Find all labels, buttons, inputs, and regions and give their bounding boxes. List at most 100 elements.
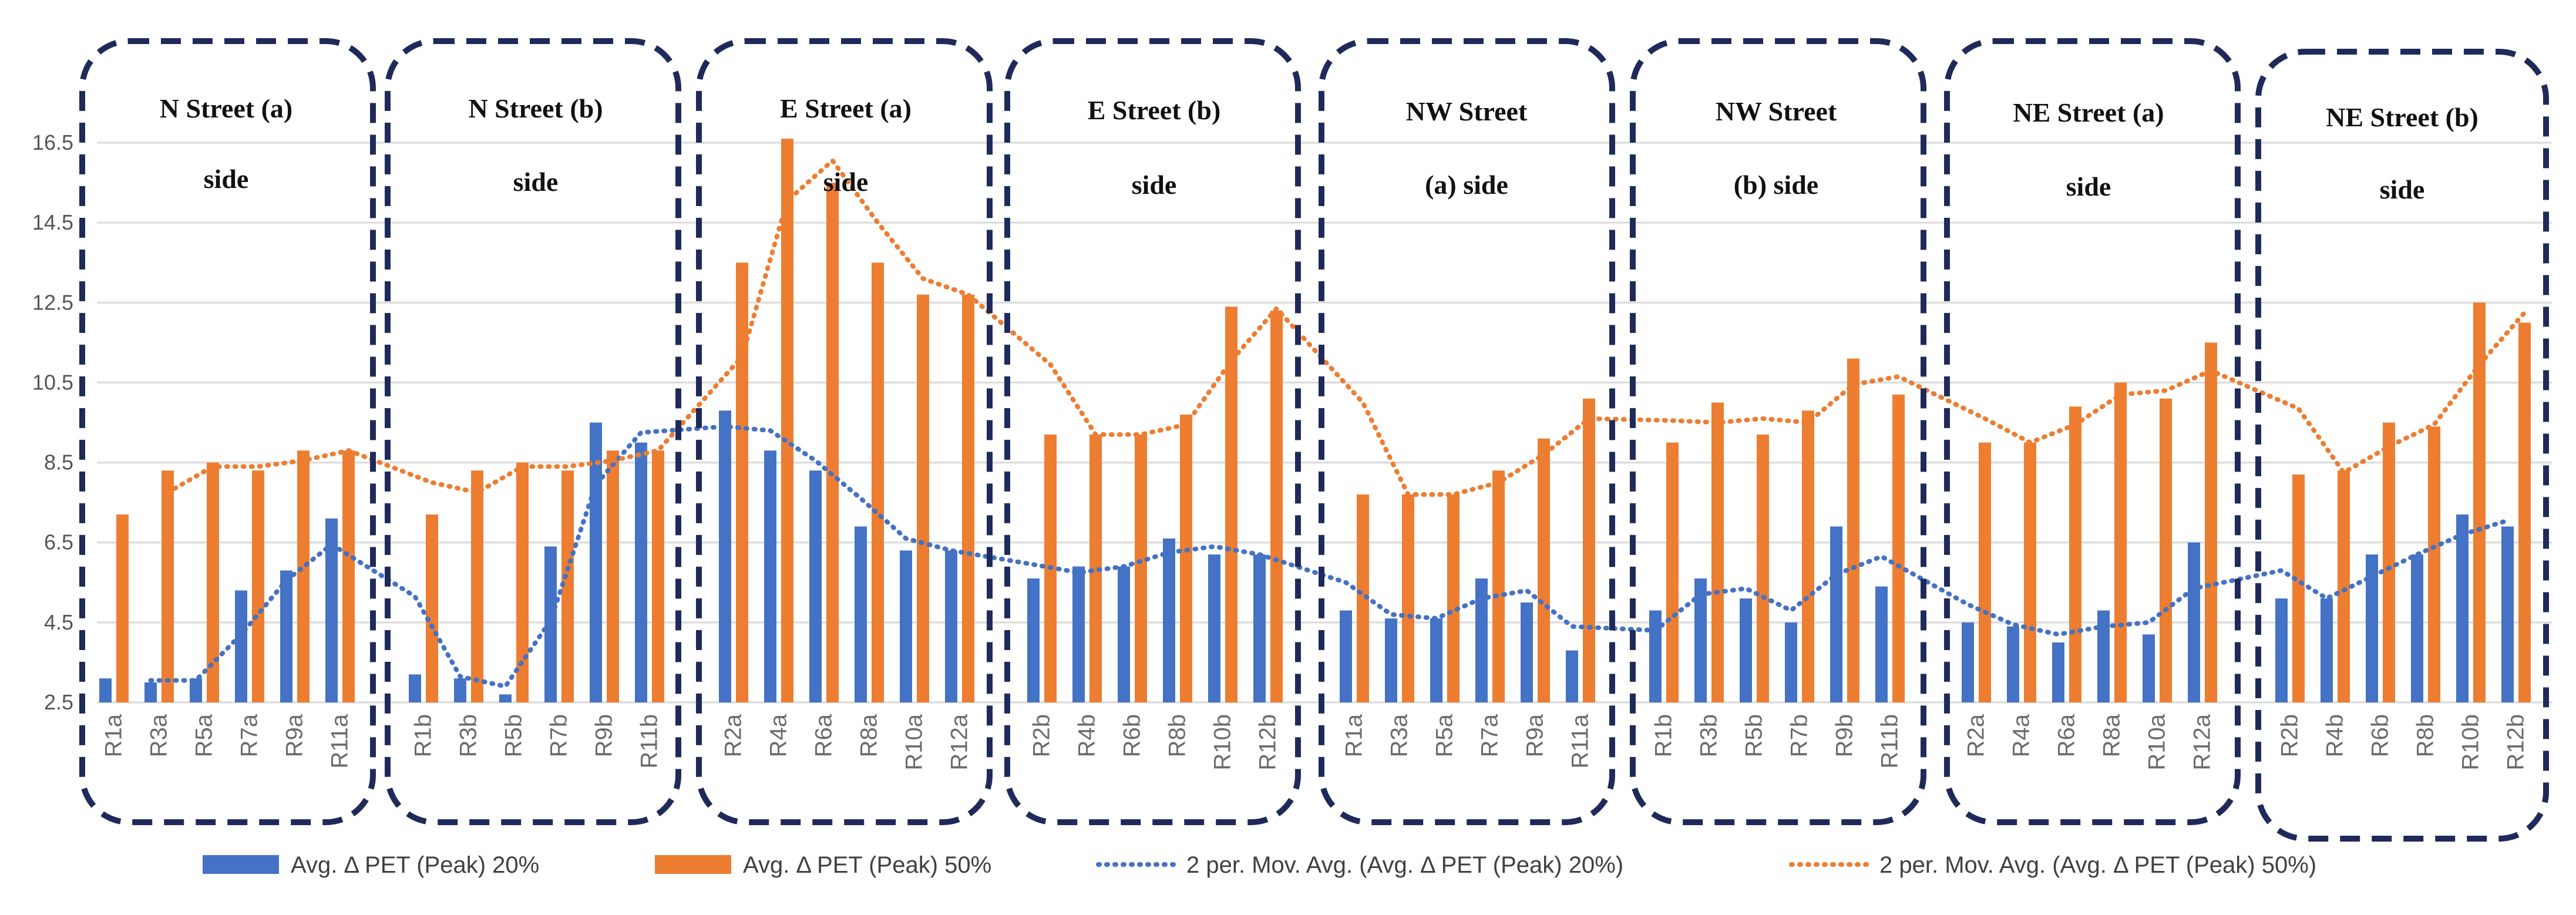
bar-50 bbox=[1492, 470, 1505, 702]
bar-20 bbox=[2143, 634, 2155, 702]
x-tick-label: R3b bbox=[456, 714, 482, 757]
bar-50 bbox=[162, 470, 174, 702]
x-tick-label: R12b bbox=[1255, 714, 1281, 771]
x-tick-label: R2a bbox=[721, 714, 746, 757]
bar-50 bbox=[1225, 307, 1237, 702]
moving-average-20 bbox=[148, 424, 2510, 689]
bar-50 bbox=[2518, 322, 2531, 702]
bar-50 bbox=[781, 139, 793, 702]
bar-20 bbox=[454, 678, 466, 702]
street-group-title: N Street (a) bbox=[160, 93, 293, 123]
bar-20 bbox=[2411, 554, 2423, 702]
x-tick-label: R5b bbox=[501, 714, 527, 757]
bar-50 bbox=[252, 470, 264, 702]
bar-20 bbox=[1208, 554, 1220, 702]
bar-50 bbox=[652, 450, 664, 702]
x-tick-label: R9b bbox=[591, 714, 617, 757]
bar-50 bbox=[116, 514, 129, 702]
bar-20 bbox=[409, 674, 421, 702]
bar-50 bbox=[1089, 434, 1102, 702]
street-group-title: side bbox=[823, 167, 869, 197]
x-tick-label: R11b bbox=[1877, 714, 1903, 769]
bar-20 bbox=[1475, 578, 1488, 702]
legend-label-bar50: Avg. Δ PET (Peak) 50% bbox=[743, 852, 991, 878]
x-tick-label: R12a bbox=[947, 714, 973, 770]
bar-20 bbox=[325, 518, 338, 702]
x-axis-ticks: R1a R3a R5a R7a R9a R11a R1b R3b R5b R7b R9b R11b R2… bbox=[101, 714, 2529, 770]
bar-20 bbox=[1566, 650, 1578, 702]
bar-50 bbox=[1892, 394, 1905, 702]
street-group-title: (a) side bbox=[1425, 170, 1508, 200]
street-group-title: NE Street (a) bbox=[2013, 97, 2164, 127]
x-tick-label: R12b bbox=[2503, 714, 2529, 771]
x-tick-label: R9a bbox=[1522, 714, 1548, 757]
bar-20 bbox=[719, 411, 731, 702]
bar-50 bbox=[2160, 398, 2172, 702]
x-tick-label: R1a bbox=[101, 714, 127, 757]
bar-50 bbox=[2383, 422, 2395, 702]
x-tick-label: R5b bbox=[1741, 714, 1767, 757]
street-group-title: NE Street (b) bbox=[2326, 102, 2479, 132]
street-group-title: side bbox=[1132, 170, 1177, 200]
bar-50 bbox=[1802, 411, 1814, 702]
bar-50 bbox=[342, 450, 355, 702]
y-tick-label: 12.5 bbox=[32, 290, 73, 314]
street-group-frame bbox=[696, 38, 993, 825]
bar-50 bbox=[2069, 406, 2081, 702]
bar-20 bbox=[2007, 626, 2019, 702]
bar-50 bbox=[1357, 494, 1369, 702]
x-tick-label: R4a bbox=[2009, 714, 2034, 757]
x-tick-label: R11b bbox=[637, 714, 663, 769]
street-group-title: side bbox=[2380, 174, 2425, 204]
bars bbox=[99, 139, 2531, 703]
x-tick-label: R9b bbox=[1832, 714, 1858, 757]
bar-20 bbox=[2501, 526, 2514, 702]
bar-50 bbox=[516, 462, 529, 702]
bar-50 bbox=[207, 462, 219, 702]
x-tick-label: R4b bbox=[1074, 714, 1100, 757]
bar-50 bbox=[736, 263, 748, 702]
x-tick-label: R7b bbox=[1787, 714, 1812, 757]
street-group-frame bbox=[1004, 38, 1301, 825]
bar-50 bbox=[1270, 310, 1283, 702]
bar-50 bbox=[2338, 470, 2350, 702]
bar-20 bbox=[1694, 578, 1707, 702]
bar-20 bbox=[1740, 598, 1752, 702]
bar-20 bbox=[2188, 542, 2200, 702]
bar-50 bbox=[1666, 442, 1679, 702]
bar-20 bbox=[1521, 602, 1533, 702]
x-tick-label: R10b bbox=[2458, 714, 2484, 771]
street-group-title: NW Street bbox=[1406, 96, 1528, 126]
x-tick-label: R10a bbox=[2144, 714, 2170, 770]
bar-50 bbox=[2205, 342, 2217, 702]
x-tick-label: R8b bbox=[2413, 714, 2439, 757]
x-tick-label: R1a bbox=[1341, 714, 1367, 757]
x-tick-label: R6a bbox=[2054, 714, 2080, 757]
x-tick-label: R3b bbox=[1696, 714, 1722, 757]
bar-20 bbox=[99, 678, 112, 702]
bar-50 bbox=[471, 470, 483, 702]
bar-50 bbox=[607, 450, 619, 702]
x-tick-label: R3a bbox=[146, 714, 172, 757]
bar-50 bbox=[1757, 434, 1769, 702]
street-group-title: side bbox=[513, 167, 559, 197]
x-tick-label: R6b bbox=[2368, 714, 2393, 757]
bar-20 bbox=[235, 590, 247, 702]
bar-20 bbox=[900, 550, 912, 702]
bar-50 bbox=[561, 470, 574, 702]
street-group-frame bbox=[385, 38, 681, 825]
bar-20 bbox=[1430, 618, 1442, 702]
x-tick-label: R8b bbox=[1165, 714, 1191, 757]
street-group-title: NW Street bbox=[1716, 96, 1837, 126]
legend-label-ma50: 2 per. Mov. Avg. (Avg. Δ PET (Peak) 50%) bbox=[1879, 852, 2316, 878]
x-tick-label: R8a bbox=[856, 714, 882, 757]
street-group-title: E Street (a) bbox=[780, 93, 912, 123]
bar-20 bbox=[855, 526, 867, 702]
bar-20 bbox=[280, 570, 292, 702]
y-tick-label: 2.5 bbox=[44, 690, 73, 714]
bar-50 bbox=[826, 183, 839, 703]
x-tick-label: R7a bbox=[1477, 714, 1503, 757]
bar-50 bbox=[2473, 302, 2486, 702]
x-tick-label: R2b bbox=[1029, 714, 1055, 757]
